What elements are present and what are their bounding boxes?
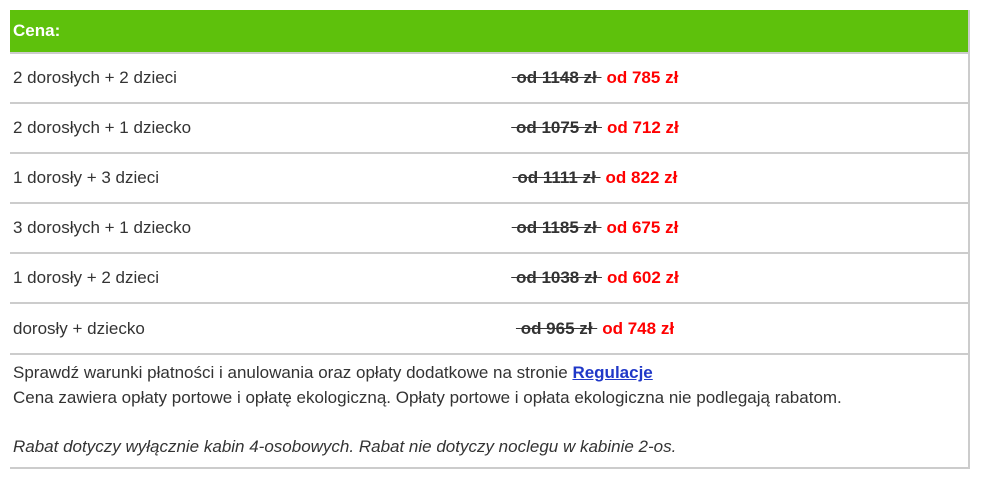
old-price: od 965 zł <box>520 318 593 338</box>
table-row: 1 dorosły + 3 dzieci od 1111 zł od 822 zł <box>10 152 968 203</box>
filler-cell <box>700 152 968 203</box>
old-price: od 1148 zł <box>516 68 597 87</box>
port-fees-line: Cena zawiera opłaty portowe i opłatę eko… <box>13 388 842 407</box>
old-price: od 1075 zł <box>515 118 598 137</box>
new-price: od 675 zł <box>606 218 679 237</box>
price-box: Cena: 2 dorosłych + 2 dzieci od 1148 zł o… <box>10 10 970 469</box>
price-cell: od 1111 zł od 822 zł <box>490 152 700 203</box>
filler-cell <box>700 252 968 303</box>
price-table-header: Cena: <box>10 10 968 52</box>
old-price: od 1038 zł <box>515 268 598 287</box>
table-row: 2 dorosłych + 1 dziecko od 1075 zł od 712… <box>10 102 968 153</box>
occupancy-label: 2 dorosłych + 1 dziecko <box>10 102 490 153</box>
occupancy-label: dorosły + dziecko <box>10 302 490 353</box>
new-price: od 602 zł <box>606 268 679 287</box>
old-price: od 1111 zł <box>517 168 596 187</box>
old-price: od 1185 zł <box>516 218 597 237</box>
occupancy-label: 2 dorosłych + 2 dzieci <box>10 52 490 103</box>
new-price: od 748 zł <box>602 318 675 338</box>
occupancy-label: 1 dorosły + 3 dzieci <box>10 152 490 203</box>
price-cell: od 1185 zł od 675 zł <box>490 202 700 253</box>
table-row: 3 dorosłych + 1 dziecko od 1185 zł od 675… <box>10 202 968 253</box>
filler-cell <box>700 202 968 253</box>
table-row: dorosły + dziecko od 965 zł od 748 zł <box>10 302 968 353</box>
occupancy-label: 1 dorosły + 2 dzieci <box>10 252 490 303</box>
discount-note: Rabat dotyczy wyłącznie kabin 4-osobowyc… <box>13 437 677 456</box>
filler-cell <box>700 102 968 153</box>
payment-terms-line: Sprawdź warunki płatności i anulowania o… <box>13 360 965 385</box>
filler-cell <box>700 52 968 103</box>
filler-cell <box>700 302 968 353</box>
footer: Sprawdź warunki płatności i anulowania o… <box>10 353 968 467</box>
payment-terms-text: Sprawdź warunki płatności i anulowania o… <box>13 363 573 382</box>
price-cell: od 965 zł od 748 zł <box>490 302 700 353</box>
occupancy-label: 3 dorosłych + 1 dziecko <box>10 202 490 253</box>
table-row: 2 dorosłych + 2 dzieci od 1148 zł od 785 … <box>10 52 968 103</box>
table-row: 1 dorosły + 2 dzieci od 1038 zł od 602 zł <box>10 252 968 303</box>
price-table: 2 dorosłych + 2 dzieci od 1148 zł od 785 … <box>10 52 968 353</box>
price-cell: od 1038 zł od 602 zł <box>490 252 700 303</box>
price-cell: od 1075 zł od 712 zł <box>490 102 700 153</box>
regulations-link[interactable]: Regulacje <box>572 363 653 382</box>
price-cell: od 1148 zł od 785 zł <box>490 52 700 103</box>
new-price: od 822 zł <box>605 168 678 187</box>
new-price: od 785 zł <box>606 68 679 87</box>
new-price: od 712 zł <box>606 118 679 137</box>
